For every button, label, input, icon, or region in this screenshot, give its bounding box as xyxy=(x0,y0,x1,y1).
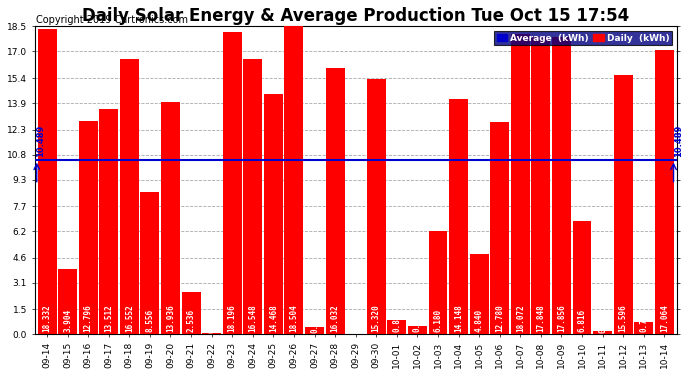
Bar xyxy=(244,59,262,334)
Bar xyxy=(305,327,324,334)
Text: 4.840: 4.840 xyxy=(475,309,484,332)
Bar xyxy=(223,32,241,334)
Text: 14.148: 14.148 xyxy=(454,304,463,332)
Text: 0.172: 0.172 xyxy=(598,310,607,333)
Text: 2.536: 2.536 xyxy=(186,309,195,332)
Text: 6.180: 6.180 xyxy=(433,309,442,332)
Bar xyxy=(531,38,551,334)
Text: 0.508: 0.508 xyxy=(413,309,422,332)
Bar xyxy=(141,192,159,334)
Text: 15.596: 15.596 xyxy=(619,304,628,332)
Text: 6.816: 6.816 xyxy=(578,309,586,332)
Text: 10.489: 10.489 xyxy=(36,125,45,157)
Text: 15.320: 15.320 xyxy=(372,304,381,332)
Bar xyxy=(387,320,406,334)
Text: 18.504: 18.504 xyxy=(289,304,299,332)
Text: 3.904: 3.904 xyxy=(63,309,72,332)
Bar xyxy=(408,326,427,334)
Text: 16.032: 16.032 xyxy=(331,304,339,332)
Text: 18.072: 18.072 xyxy=(515,304,525,332)
Text: 17.848: 17.848 xyxy=(536,304,545,332)
Text: 0.720: 0.720 xyxy=(639,309,648,332)
Bar xyxy=(264,93,283,334)
Bar xyxy=(367,80,386,334)
Bar xyxy=(552,37,571,334)
Text: 18.196: 18.196 xyxy=(228,304,237,332)
Bar xyxy=(326,68,344,334)
Text: 0.880: 0.880 xyxy=(393,309,402,332)
Text: 13.512: 13.512 xyxy=(104,304,113,332)
Bar xyxy=(573,221,591,334)
Text: 14.468: 14.468 xyxy=(269,304,278,332)
Bar xyxy=(490,122,509,334)
Bar xyxy=(37,29,57,334)
Text: 0.404: 0.404 xyxy=(310,310,319,333)
Text: 18.332: 18.332 xyxy=(43,304,52,332)
Bar xyxy=(120,59,139,334)
Bar xyxy=(79,122,98,334)
Bar xyxy=(99,110,118,334)
Bar xyxy=(449,99,468,334)
Text: 12.796: 12.796 xyxy=(83,304,92,332)
Text: 10.489: 10.489 xyxy=(673,125,682,157)
Title: Daily Solar Energy & Average Production Tue Oct 15 17:54: Daily Solar Energy & Average Production … xyxy=(82,7,629,25)
Bar xyxy=(511,34,530,334)
Bar xyxy=(284,26,304,334)
Text: 17.856: 17.856 xyxy=(557,304,566,332)
Text: 17.064: 17.064 xyxy=(660,304,669,332)
Bar xyxy=(655,50,673,334)
Text: 12.780: 12.780 xyxy=(495,304,504,332)
Bar xyxy=(161,102,180,334)
Text: 16.552: 16.552 xyxy=(125,304,134,332)
Legend: Average  (kWh), Daily  (kWh): Average (kWh), Daily (kWh) xyxy=(494,31,672,45)
Bar xyxy=(428,231,447,334)
Text: 13.936: 13.936 xyxy=(166,304,175,332)
Text: 16.548: 16.548 xyxy=(248,304,257,332)
Bar xyxy=(634,322,653,334)
Bar xyxy=(58,269,77,334)
Bar xyxy=(613,75,633,334)
Bar xyxy=(593,331,612,334)
Bar xyxy=(470,254,489,334)
Text: Copyright 2019 Cartronics.com: Copyright 2019 Cartronics.com xyxy=(36,15,188,25)
Text: 0.088: 0.088 xyxy=(207,310,216,333)
Bar xyxy=(202,333,221,334)
Bar xyxy=(181,292,201,334)
Text: 8.556: 8.556 xyxy=(146,309,155,332)
